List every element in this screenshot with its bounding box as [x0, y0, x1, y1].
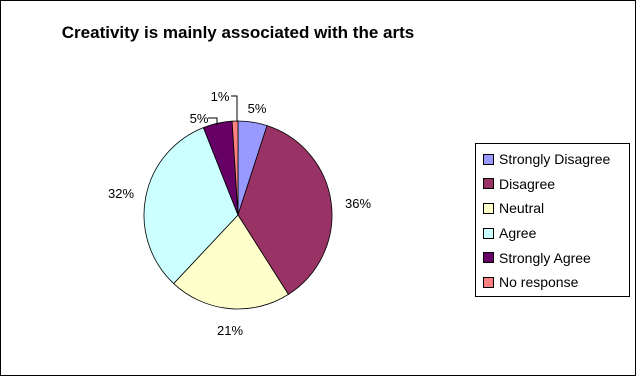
legend-label: No response	[499, 274, 579, 291]
legend-item-disagree: Disagree	[476, 172, 629, 197]
legend-item-strongly-disagree: Strongly Disagree	[476, 147, 629, 172]
legend-item-no-response: No response	[476, 270, 629, 295]
pie-slice-neutral	[173, 214, 289, 310]
legend-item-agree: Agree	[476, 221, 629, 246]
data-label-strongly-disagree: 5%	[248, 101, 267, 116]
data-label-no-response: 1%	[211, 89, 230, 104]
pie-slice-disagree	[237, 125, 333, 295]
legend-label: Strongly Disagree	[499, 151, 611, 168]
legend-label: Disagree	[499, 175, 556, 192]
data-label-disagree: 36%	[345, 196, 371, 211]
legend-swatch	[483, 153, 494, 165]
leader-line-strongly-agree	[208, 117, 218, 125]
legend-swatch	[483, 252, 494, 264]
legend-item-neutral: Neutral	[476, 196, 629, 221]
legend-swatch	[483, 276, 494, 288]
legend: Strongly Disagree Disagree Neutral Agree Str…	[475, 143, 630, 297]
legend-label: Neutral	[499, 200, 545, 217]
data-label-agree: 32%	[108, 186, 134, 201]
legend-swatch	[483, 227, 494, 239]
pie-slice-no-response	[231, 120, 239, 216]
data-label-neutral: 21%	[217, 323, 243, 338]
legend-item-strongly-agree: Strongly Agree	[476, 245, 629, 270]
legend-swatch	[483, 178, 494, 190]
data-label-strongly-agree: 5%	[190, 111, 209, 126]
legend-swatch	[483, 202, 494, 214]
leader-line-no-response	[231, 95, 238, 121]
legend-label: Agree	[499, 225, 537, 242]
pie-slice-agree	[143, 127, 239, 285]
legend-label: Strongly Agree	[499, 249, 591, 266]
chart-title: Creativity is mainly associated with the…	[61, 23, 415, 42]
